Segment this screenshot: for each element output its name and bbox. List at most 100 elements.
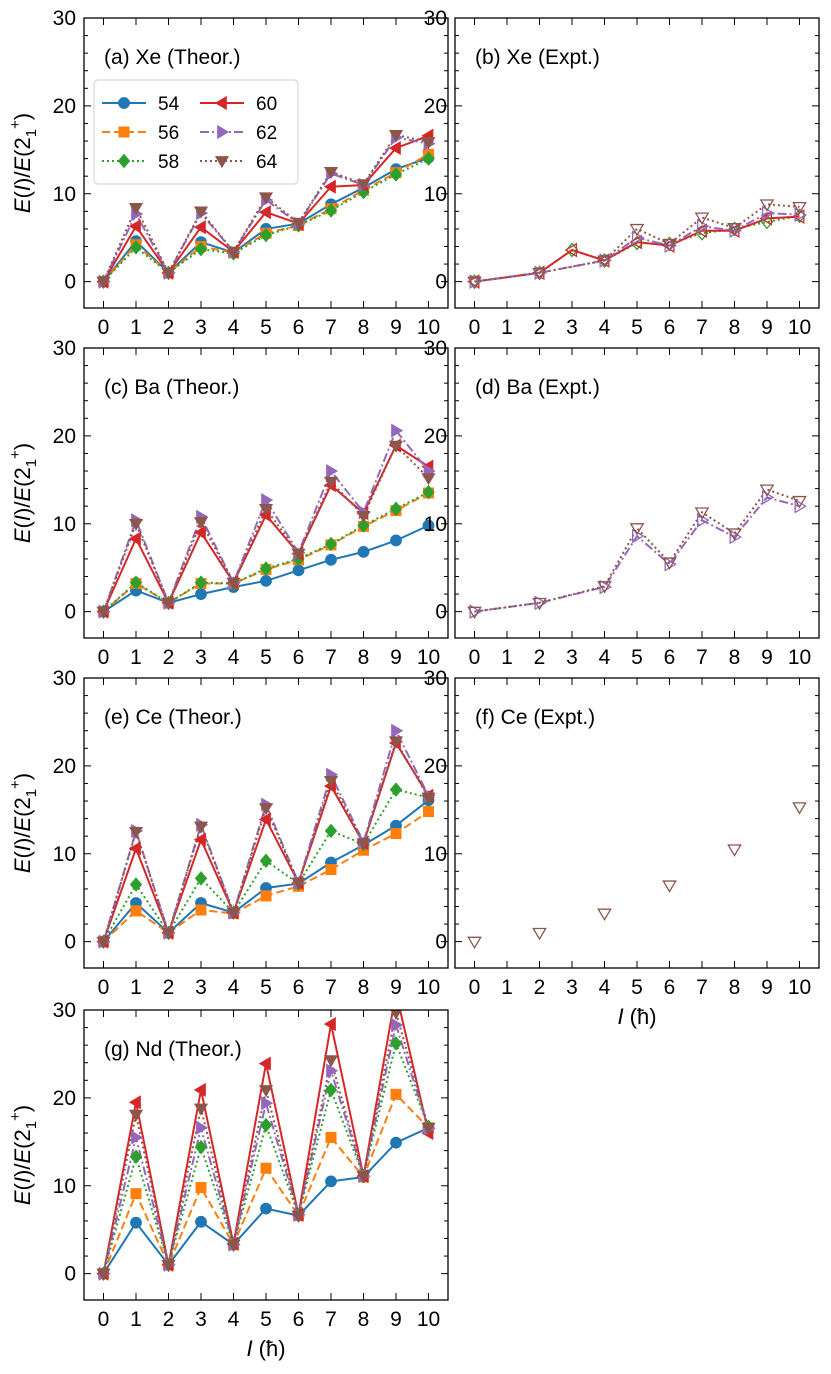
- x-tick-label: 10: [417, 316, 440, 339]
- point-64: [356, 838, 371, 851]
- point-64: [662, 557, 677, 570]
- point-56: [195, 1182, 207, 1194]
- y-tick-label: 10: [424, 513, 447, 536]
- y-tick-label: 10: [424, 183, 447, 206]
- panel-title-d: (d) Ba (Expt.): [475, 376, 600, 399]
- x-tick-label: 0: [98, 976, 110, 999]
- point-64: [467, 936, 482, 950]
- y-axis-label-c: E(I)/E(21+): [7, 443, 40, 543]
- x-tick-label: 6: [293, 976, 305, 999]
- y-tick-label: 20: [53, 755, 76, 778]
- point-60: [128, 1095, 141, 1110]
- point-60: [193, 220, 206, 235]
- y-tick-label: 20: [424, 755, 447, 778]
- x-tick-label: 9: [761, 646, 773, 669]
- x-tick-label: 4: [599, 646, 611, 669]
- point-60: [193, 832, 206, 847]
- point-58: [194, 871, 208, 886]
- point-58: [129, 1149, 143, 1165]
- point-60: [323, 179, 336, 194]
- point-64: [128, 518, 144, 531]
- point-56: [260, 890, 272, 902]
- x-tick-label: 8: [729, 316, 741, 339]
- x-tick-label: 4: [228, 316, 240, 339]
- point-64: [597, 581, 612, 594]
- x-tick-label: 7: [325, 316, 337, 339]
- series-line-62: [474, 212, 800, 283]
- point-64: [629, 523, 645, 536]
- point-54: [390, 534, 402, 547]
- point-64: [193, 821, 209, 834]
- x-tick-label: 1: [501, 976, 513, 999]
- point-64: [792, 201, 807, 215]
- y-tick-label: 20: [53, 1087, 76, 1110]
- point-64: [128, 1109, 144, 1122]
- point-58: [324, 1082, 338, 1098]
- series-line-64: [474, 488, 800, 613]
- x-tick-label: 6: [293, 646, 305, 669]
- x-tick-label: 8: [358, 646, 370, 669]
- series-line-62: [102, 428, 430, 612]
- point-64: [532, 927, 547, 941]
- x-tick-label: 6: [664, 976, 676, 999]
- x-tick-label: 6: [664, 316, 676, 339]
- series-group-d: [467, 484, 807, 620]
- x-tick-label: 1: [130, 1308, 142, 1331]
- x-axis-label-f: I (ħ): [617, 1004, 656, 1029]
- x-tick-label: 7: [325, 976, 337, 999]
- point-60: [128, 219, 141, 234]
- y-tick-label: 30: [424, 7, 447, 30]
- point-60: [629, 234, 642, 250]
- legend-marker-60: [214, 95, 227, 111]
- point-56: [130, 905, 142, 917]
- point-56: [130, 1188, 142, 1200]
- point-64: [390, 1010, 402, 1020]
- point-64: [662, 880, 677, 893]
- x-tick-label: 10: [417, 646, 440, 669]
- x-tick-label: 6: [664, 646, 676, 669]
- x-tick-label: 4: [228, 1308, 240, 1331]
- point-64: [291, 1210, 306, 1223]
- legend-label-54: 54: [158, 94, 180, 115]
- point-64: [96, 1268, 111, 1281]
- x-tick-label: 5: [260, 646, 272, 669]
- point-54: [130, 1216, 142, 1229]
- panel-title-c: (c) Ba (Theor.): [104, 376, 239, 399]
- x-tick-label: 8: [358, 1308, 370, 1331]
- x-tick-label: 5: [260, 976, 272, 999]
- x-tick-label: 10: [788, 316, 811, 339]
- point-64: [161, 598, 176, 611]
- x-tick-label: 3: [195, 316, 207, 339]
- x-tick-label: 0: [469, 646, 481, 669]
- x-tick-label: 10: [788, 976, 811, 999]
- axes-frame: [454, 347, 820, 639]
- axes-frame: [83, 1009, 449, 1301]
- point-64: [727, 528, 742, 541]
- x-tick-label: 6: [293, 316, 305, 339]
- x-tick-label: 2: [163, 1308, 175, 1331]
- point-64: [532, 597, 547, 611]
- series-group-c: [96, 423, 436, 619]
- x-tick-label: 0: [98, 316, 110, 339]
- point-58: [695, 225, 709, 241]
- point-54: [195, 588, 207, 600]
- x-tick-label: 1: [130, 646, 142, 669]
- point-62: [261, 492, 274, 508]
- point-60: [193, 525, 206, 540]
- point-64: [226, 907, 241, 920]
- x-tick-label: 8: [358, 316, 370, 339]
- x-tick-label: 3: [566, 646, 578, 669]
- series-group-g: [96, 1010, 436, 1281]
- series-line-64: [474, 203, 800, 283]
- legend-marker-62: [217, 124, 230, 140]
- axes-frame: [83, 677, 449, 969]
- point-60: [128, 841, 141, 856]
- point-58: [259, 853, 273, 869]
- x-tick-label: 8: [358, 976, 370, 999]
- axes-frame: [454, 677, 820, 969]
- point-64: [291, 217, 306, 230]
- point-64: [759, 484, 775, 497]
